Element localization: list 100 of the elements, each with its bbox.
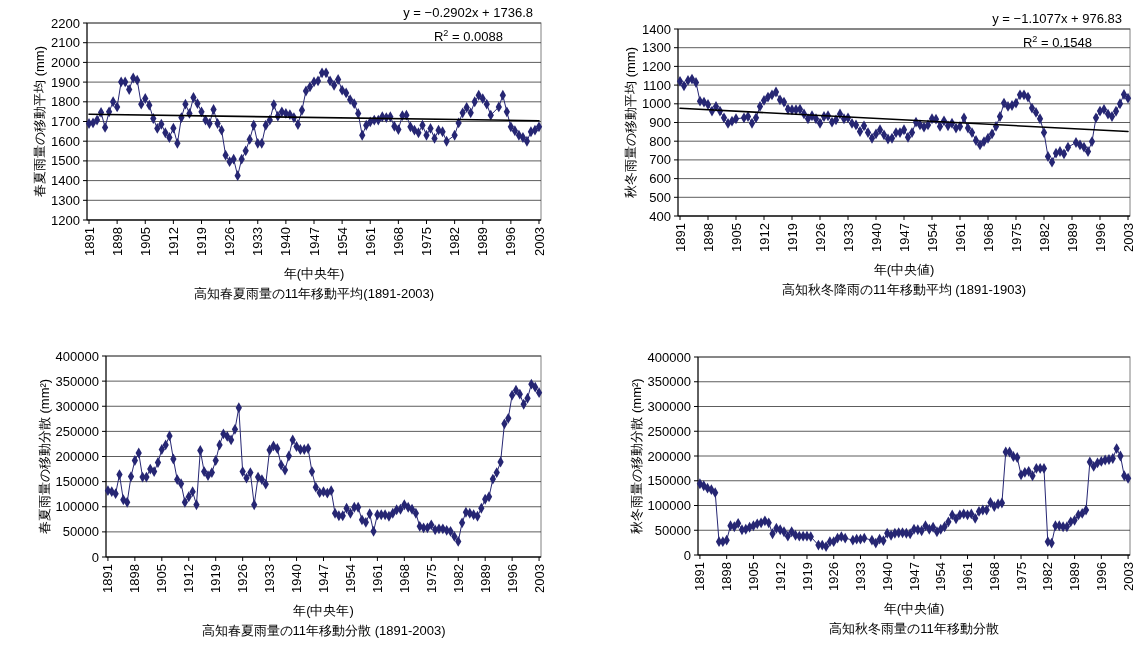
x-tick-label: 1975 <box>423 564 439 593</box>
y-tick-label: 1200 <box>642 58 671 74</box>
x-tick-label: 1898 <box>700 223 716 252</box>
y-tick-label: 100000 <box>55 499 99 515</box>
y-tick-label: 1300 <box>51 192 80 208</box>
x-tick-label: 1898 <box>109 227 125 256</box>
x-tick-label: 1989 <box>475 227 491 256</box>
text: 高知春夏雨量の11年移動分散 (1891-2003) <box>201 623 446 638</box>
y-tick-label: 2000 <box>51 54 80 70</box>
y-tick-label: 1400 <box>51 173 80 189</box>
y-tick-label: 150000 <box>55 474 99 490</box>
y-tick-label: 400000 <box>55 348 99 364</box>
y-axis-title: 秋冬雨量の移動平均 (mm) <box>623 47 639 198</box>
x-tick-label: 1947 <box>906 562 922 591</box>
x-tick-label: 1898 <box>127 564 143 593</box>
x-tick-label: 1989 <box>477 564 493 593</box>
x-tick-label: 1961 <box>960 562 976 591</box>
x-tick-label: 1919 <box>194 227 210 256</box>
y-tick-label: 250000 <box>647 423 691 439</box>
y-tick-label: 1800 <box>51 94 80 110</box>
x-axis-title: 年(中央年) <box>293 603 354 618</box>
x-tick-label: 1975 <box>1013 562 1029 591</box>
y-tick-label: 250000 <box>55 423 99 439</box>
x-tick-label: 1982 <box>450 564 466 593</box>
x-tick-label: 1982 <box>1036 223 1052 252</box>
y-tick-label: 900 <box>649 115 671 131</box>
x-tick-label: 1968 <box>390 227 406 256</box>
y-tick-label: 1600 <box>51 133 80 149</box>
y-tick-label: 200000 <box>647 448 691 464</box>
x-tick-label: 1919 <box>784 223 800 252</box>
x-tick-label: 1905 <box>154 564 170 593</box>
x-tick-label: 1954 <box>334 227 350 256</box>
x-tick-label: 1891 <box>672 223 688 252</box>
x-tick-label: 1947 <box>306 227 322 256</box>
x-tick-label: 1898 <box>719 562 735 591</box>
x-tick-label: 1968 <box>980 223 996 252</box>
x-tick-label: 1933 <box>840 223 856 252</box>
x-tick-label: 1940 <box>278 227 294 256</box>
y-tick-label: 100000 <box>647 498 691 514</box>
y-tick-label: 2200 <box>51 15 80 31</box>
y-tick-label: 1700 <box>51 114 80 130</box>
x-tick-label: 1996 <box>1092 223 1108 252</box>
x-tick-label: 1912 <box>772 562 788 591</box>
y-axis-title: 秋冬雨量の移動分散 (mm²) <box>628 378 644 534</box>
y-tick-label: 150000 <box>647 473 691 489</box>
y-axis-title: 春夏雨量の移動分散 (mm²) <box>36 378 52 535</box>
y-tick-label: 700 <box>649 152 671 168</box>
y-tick-label: 400000 <box>647 349 691 365</box>
x-axis-title: 年(中央値) <box>873 262 935 277</box>
x-tick-label: 1940 <box>879 562 895 591</box>
x-tick-label: 1912 <box>165 227 181 256</box>
y-axis-title: 春夏雨量の移動平均 (mm) <box>32 46 48 197</box>
x-tick-label: 1926 <box>222 227 238 256</box>
x-tick-label: 1891 <box>100 564 116 593</box>
y-tick-label: 0 <box>683 547 691 563</box>
x-tick-label: 1954 <box>924 223 940 252</box>
x-tick-label: 1961 <box>952 223 968 252</box>
x-tick-label: 1947 <box>316 564 332 593</box>
x-tick-label: 1989 <box>1067 562 1083 591</box>
x-tick-label: 1912 <box>756 223 772 252</box>
x-tick-label: 1975 <box>1008 223 1024 252</box>
y-tick-label: 300000 <box>647 399 691 415</box>
y-tick-label: 50000 <box>654 522 691 538</box>
annotation: R$^{2}$ = 0.1548 <box>1022 34 1092 50</box>
x-tick-label: 1933 <box>262 564 278 593</box>
x-tick-label: 1912 <box>181 564 197 593</box>
y-tick-label: 600 <box>649 171 671 187</box>
x-tick-label: 1996 <box>504 564 520 593</box>
y-tick-label: 1400 <box>642 21 671 37</box>
y-tick-label: 50000 <box>62 524 99 540</box>
x-tick-label: 1968 <box>986 562 1002 591</box>
x-axis-title: 年(中央年) <box>283 266 345 281</box>
x-tick-label: 1905 <box>745 562 761 591</box>
x-tick-label: 1996 <box>503 227 519 256</box>
x-tick-label: 1926 <box>235 564 251 593</box>
x-tick-label: 1919 <box>208 564 224 593</box>
x-tick-label: 2003 <box>1120 223 1136 252</box>
x-tick-label: 1919 <box>799 562 815 591</box>
y-tick-label: 1100 <box>643 77 671 93</box>
x-tick-label: 1905 <box>728 223 744 252</box>
x-tick-label: 1982 <box>1040 562 1056 591</box>
x-tick-label: 1891 <box>81 227 97 256</box>
x-tick-label: 1926 <box>826 562 842 591</box>
x-tick-label: 1905 <box>137 227 153 256</box>
y-tick-label: 2100 <box>51 35 80 51</box>
x-tick-label: 1933 <box>250 227 266 256</box>
y-tick-label: 400 <box>649 208 671 224</box>
x-tick-label: 1954 <box>343 564 358 593</box>
x-tick-label: 1996 <box>1093 562 1109 591</box>
y-tick-label: 1000 <box>642 96 671 112</box>
y-tick-label: 350000 <box>55 373 99 389</box>
text: 高知秋冬降雨の11年移動平均 (1891-1903) <box>782 282 1026 297</box>
y-tick-label: 350000 <box>647 374 691 390</box>
x-tick-label: 1989 <box>1064 223 1080 252</box>
x-tick-label: 1954 <box>933 562 949 591</box>
text: y = −1.1077x + 976.83 <box>992 11 1122 26</box>
x-tick-label: 1975 <box>419 227 435 256</box>
x-tick-label: 1940 <box>289 564 305 593</box>
y-tick-label: 200000 <box>55 449 99 465</box>
x-axis-title: 年(中央値) <box>883 601 945 616</box>
